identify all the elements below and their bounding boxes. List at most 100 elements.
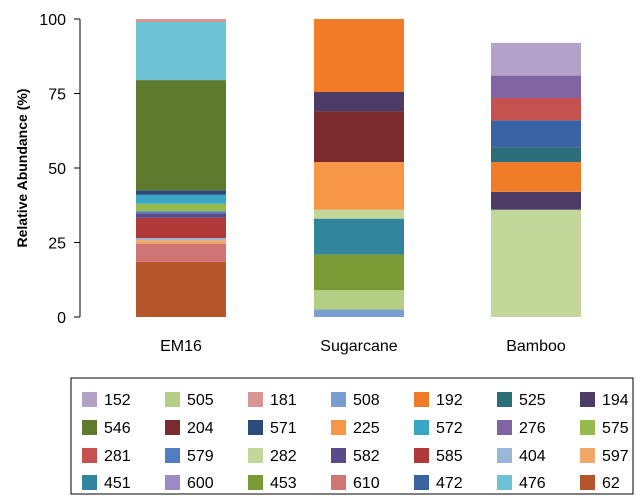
legend-label: 476 (519, 475, 546, 492)
bar-segment-sugarcane-505 (314, 290, 404, 310)
legend-swatch-525 (497, 392, 512, 407)
bar-segment-em16-476 (136, 21, 226, 81)
bar-segment-em16-582 (136, 213, 226, 218)
legend-label: 281 (104, 448, 131, 465)
bar-segment-bamboo-192 (491, 162, 581, 192)
bar-segment-em16-546 (136, 80, 226, 191)
legend-swatch-451 (82, 475, 97, 490)
y-axis-title: Relative Abundance (%) (14, 89, 30, 248)
bar-segment-em16-181 (136, 19, 226, 22)
x-tick-label: EM16 (160, 338, 202, 355)
bar-segment-bamboo-152 (491, 42, 581, 76)
bar-segment-sugarcane-282 (314, 209, 404, 219)
legend-swatch-579 (165, 448, 180, 463)
legend-label: 451 (104, 475, 131, 492)
y-tick-label: 0 (57, 310, 66, 327)
bar-segment-em16-585 (136, 217, 226, 239)
legend-swatch-276 (497, 420, 512, 435)
legend-swatch-281 (82, 448, 97, 463)
legend-swatch-181 (248, 392, 263, 407)
legend-label: 508 (353, 392, 380, 409)
x-tick-label: Sugarcane (320, 338, 397, 355)
bar-segment-em16-62 (136, 261, 226, 317)
bar-segment-bamboo-276 (491, 75, 581, 98)
bar-segment-sugarcane-453 (314, 254, 404, 291)
y-tick-label: 100 (39, 12, 66, 29)
legend-label: 585 (436, 448, 463, 465)
y-tick-label: 50 (48, 161, 66, 178)
bar-segment-em16-610 (136, 243, 226, 262)
bar-segment-bamboo-281 (491, 97, 581, 121)
legend-label: 546 (104, 420, 131, 437)
legend-frame (70, 377, 634, 495)
bar-segment-bamboo-525 (491, 147, 581, 163)
plot-area (136, 19, 581, 317)
legend-label: 575 (602, 420, 629, 437)
legend-label: 152 (104, 392, 131, 409)
legend-label: 404 (519, 448, 546, 465)
legend-swatch-575 (580, 420, 595, 435)
legend-label: 505 (187, 392, 214, 409)
legend-swatch-597 (580, 448, 595, 463)
bar-segment-sugarcane-194 (314, 92, 404, 112)
x-tick-label: Bamboo (506, 338, 566, 355)
legend: 152 505 181 508 192 525 194 546 204 571 225 572 276 5… (82, 392, 629, 492)
legend-swatch-152 (82, 392, 97, 407)
legend-label: 472 (436, 475, 463, 492)
bar-segment-em16-571 (136, 190, 226, 195)
legend-label: 225 (353, 420, 380, 437)
legend-swatch-194 (580, 392, 595, 407)
legend-label: 181 (270, 392, 297, 409)
legend-label: 204 (187, 420, 214, 437)
bar-segment-sugarcane-451 (314, 218, 404, 255)
legend-label: 62 (602, 475, 620, 492)
legend-swatch-476 (497, 475, 512, 490)
bar-segment-em16-404 (136, 238, 226, 241)
legend-label: 192 (436, 392, 463, 409)
y-ticks: 0 25 50 75 100 (39, 12, 80, 327)
legend-swatch-192 (414, 392, 429, 407)
y-tick-label: 25 (48, 236, 66, 253)
legend-swatch-582 (331, 448, 346, 463)
bar-segment-sugarcane-225 (314, 162, 404, 210)
legend-label: 453 (270, 475, 297, 492)
legend-swatch-600 (165, 475, 180, 490)
bar-segment-em16-597 (136, 240, 226, 244)
legend-swatch-404 (497, 448, 512, 463)
legend-label: 597 (602, 448, 629, 465)
legend-swatch-546 (82, 420, 97, 435)
legend-label: 282 (270, 448, 297, 465)
legend-swatch-204 (165, 420, 180, 435)
legend-swatch-571 (248, 420, 263, 435)
legend-label: 194 (602, 392, 629, 409)
legend-swatch-453 (248, 475, 263, 490)
legend-swatch-505 (165, 392, 180, 407)
legend-label: 572 (436, 420, 463, 437)
legend-swatch-472 (414, 475, 429, 490)
legend-swatch-225 (331, 420, 346, 435)
x-ticks: EM16 Sugarcane Bamboo (160, 338, 566, 355)
bar-segment-em16-572 (136, 194, 226, 204)
legend-swatch-585 (414, 448, 429, 463)
bar-segment-sugarcane-192 (314, 19, 404, 93)
y-tick-label: 75 (48, 87, 66, 104)
bar-segment-sugarcane-508 (314, 309, 404, 317)
legend-label: 571 (270, 420, 297, 437)
bar-segment-em16-575 (136, 203, 226, 212)
legend-label: 610 (353, 475, 380, 492)
bar-segment-em16-579 (136, 211, 226, 214)
bar-segment-bamboo-282 (491, 209, 581, 317)
legend-swatch-282 (248, 448, 263, 463)
legend-swatch-62 (580, 475, 595, 490)
legend-label: 525 (519, 392, 546, 409)
bar-segment-bamboo-194 (491, 191, 581, 210)
legend-label: 600 (187, 475, 214, 492)
legend-swatch-508 (331, 392, 346, 407)
legend-label: 582 (353, 448, 380, 465)
legend-swatch-610 (331, 475, 346, 490)
bar-segment-bamboo-472 (491, 120, 581, 148)
legend-label: 276 (519, 420, 546, 437)
legend-swatch-572 (414, 420, 429, 435)
bar-segment-sugarcane-204 (314, 111, 404, 163)
